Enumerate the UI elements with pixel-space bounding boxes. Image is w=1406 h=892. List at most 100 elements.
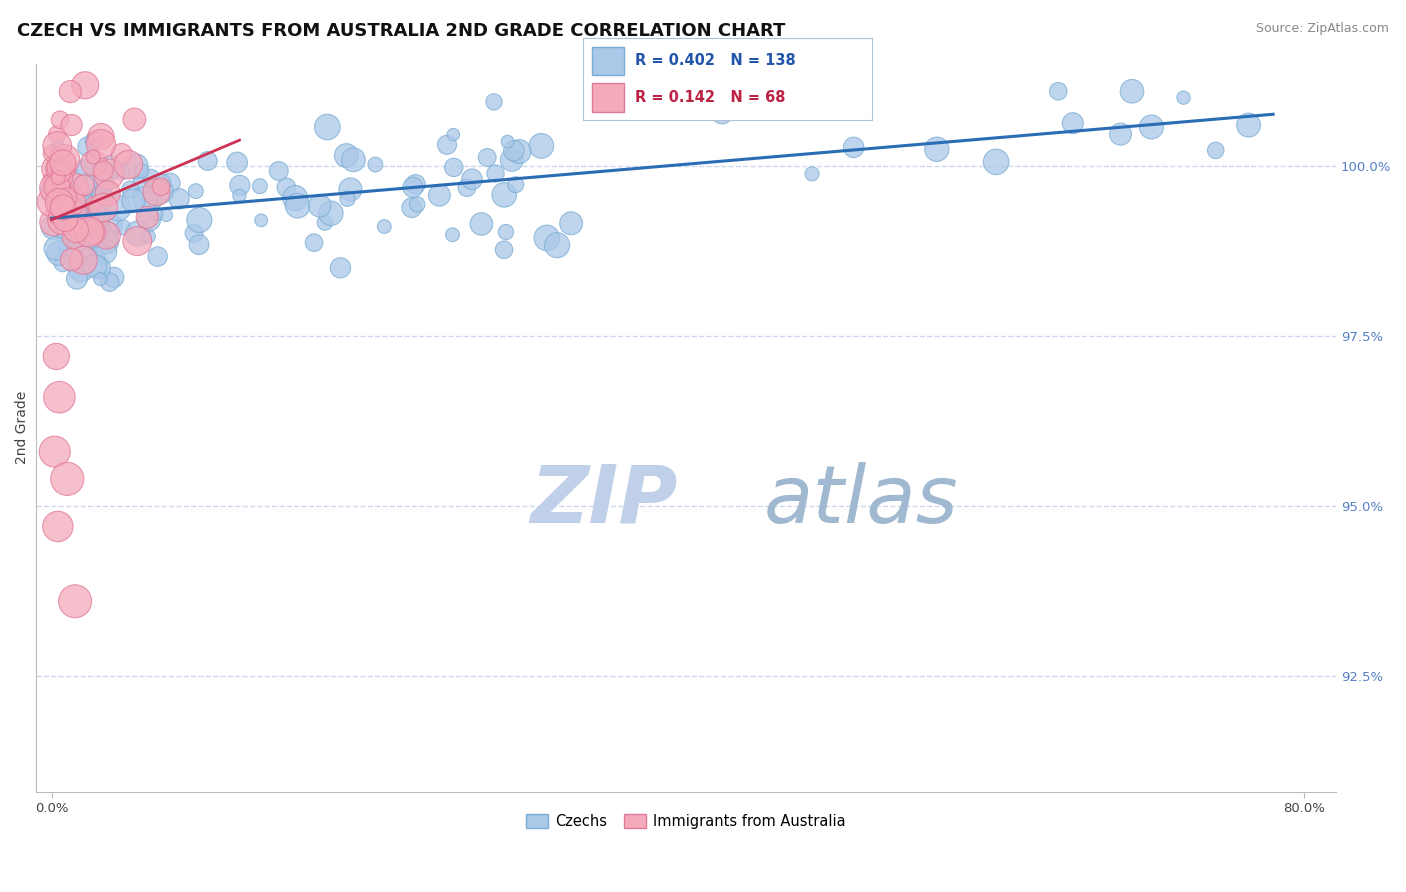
Point <box>72 253 94 268</box>
Point <box>96 228 118 243</box>
Point <box>52 200 75 214</box>
Point <box>51 198 73 212</box>
Point <box>89 272 111 286</box>
Point <box>319 206 342 220</box>
Point <box>91 201 114 215</box>
Point <box>46 162 69 177</box>
Point <box>46 519 69 533</box>
Point <box>101 218 124 232</box>
Point <box>249 179 271 194</box>
Point <box>136 211 159 225</box>
Point <box>145 185 167 199</box>
Point <box>94 227 117 241</box>
Point <box>138 229 160 244</box>
Point <box>48 246 70 260</box>
Point <box>59 194 82 209</box>
Point <box>339 182 361 196</box>
Point <box>59 169 82 183</box>
Point <box>441 227 464 242</box>
Point <box>188 237 211 252</box>
Point <box>56 196 79 211</box>
Point <box>127 227 149 241</box>
Y-axis label: 2nd Grade: 2nd Grade <box>15 392 30 465</box>
Point <box>42 215 65 229</box>
Point <box>342 153 364 167</box>
Point <box>48 179 70 194</box>
Point <box>69 209 91 223</box>
Point <box>46 167 69 181</box>
Point <box>56 472 79 486</box>
FancyBboxPatch shape <box>592 46 624 75</box>
Point <box>276 180 298 194</box>
Point <box>87 211 110 225</box>
Point <box>63 594 86 608</box>
Point <box>925 142 948 156</box>
Point <box>45 165 67 179</box>
Point <box>494 187 516 202</box>
Point <box>501 153 523 167</box>
Point <box>138 212 160 227</box>
Point <box>51 171 73 186</box>
Point <box>197 153 219 168</box>
Point <box>46 128 69 142</box>
Point <box>73 178 96 193</box>
Point <box>314 215 336 229</box>
Point <box>98 275 121 289</box>
Point <box>250 213 273 227</box>
FancyBboxPatch shape <box>592 84 624 112</box>
Point <box>52 156 75 170</box>
Point <box>86 249 108 263</box>
Point <box>1047 84 1070 98</box>
Point <box>441 128 464 142</box>
Point <box>83 197 105 211</box>
Point <box>90 129 112 144</box>
Point <box>45 209 67 223</box>
Point <box>65 205 87 219</box>
Point <box>456 180 478 194</box>
Point <box>443 161 465 175</box>
Point <box>505 178 527 192</box>
Point <box>66 272 89 286</box>
Point <box>90 137 112 152</box>
Point <box>801 167 824 181</box>
Point <box>41 194 63 209</box>
Point <box>69 200 91 214</box>
Point <box>89 261 111 276</box>
Text: atlas: atlas <box>763 461 959 540</box>
Point <box>308 199 330 213</box>
Point <box>49 178 72 192</box>
Point <box>48 195 70 210</box>
Point <box>502 144 524 158</box>
Point <box>111 165 134 179</box>
Point <box>56 240 79 254</box>
Point <box>73 161 96 176</box>
Point <box>83 156 105 170</box>
Point <box>461 172 484 186</box>
Point <box>183 227 205 241</box>
Point <box>60 118 83 132</box>
Point <box>335 148 357 162</box>
Point <box>267 164 290 178</box>
Point <box>429 188 451 202</box>
Point <box>494 243 516 257</box>
Point <box>52 200 75 214</box>
Text: R = 0.142   N = 68: R = 0.142 N = 68 <box>636 90 786 105</box>
Point <box>82 150 104 164</box>
Point <box>1109 127 1132 141</box>
Point <box>546 238 568 252</box>
Point <box>84 259 107 273</box>
Point <box>59 85 82 99</box>
Point <box>482 95 505 109</box>
Point <box>82 158 104 172</box>
Legend: Czechs, Immigrants from Australia: Czechs, Immigrants from Australia <box>520 808 852 835</box>
Point <box>107 201 129 215</box>
Point <box>112 220 135 235</box>
Point <box>46 177 69 191</box>
Point <box>63 179 86 194</box>
Point <box>46 170 69 185</box>
Point <box>42 220 65 235</box>
Point <box>91 222 114 236</box>
Point <box>94 234 117 248</box>
Point <box>51 213 73 227</box>
Point <box>76 139 98 153</box>
